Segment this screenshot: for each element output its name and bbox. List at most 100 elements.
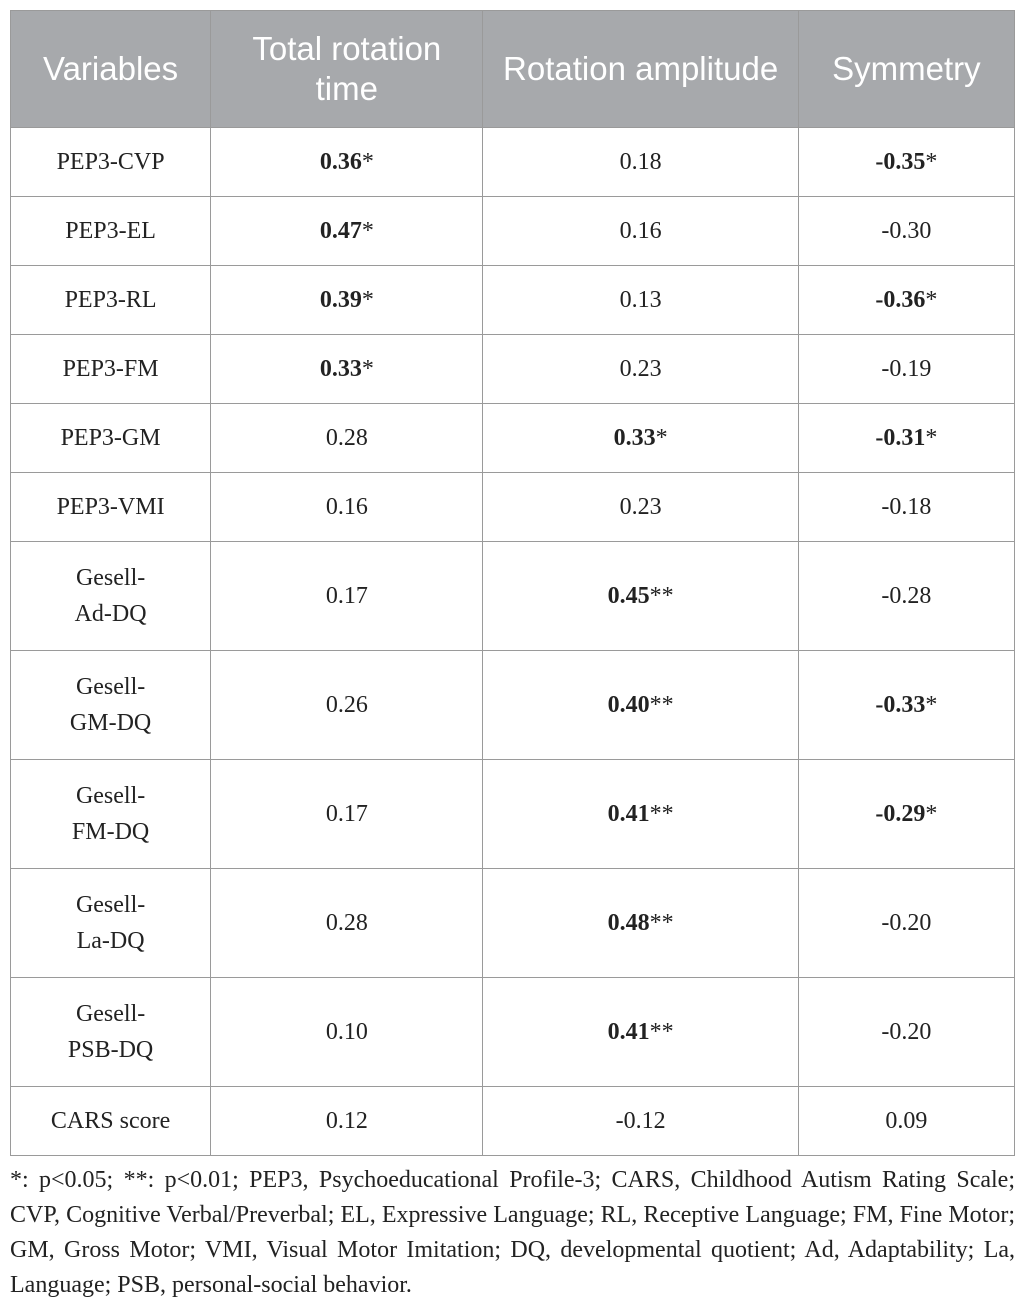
value-cell: -0.28 (797, 541, 1016, 651)
significance-marker: * (361, 218, 374, 244)
coefficient-value: 0.16 (619, 218, 662, 244)
value-cell: 0.17 (210, 541, 484, 651)
coefficient-value: -0.20 (881, 1019, 932, 1045)
variable-label-line: PEP3-FM (62, 356, 159, 382)
significance-marker: * (925, 801, 938, 827)
variable-cell: Gesell- La-DQ (9, 868, 212, 978)
coefficient-value: 0.16 (325, 494, 368, 520)
variable-cell: PEP3-CVP (9, 127, 212, 197)
header-row: Variables Total rotation time Rotation a… (9, 10, 1016, 128)
coefficient-value: 0.13 (619, 287, 662, 313)
table-row: PEP3-CVP 0.36* 0.18 -0.35* (9, 127, 1016, 197)
coefficient-value: -0.29 (875, 801, 926, 827)
coefficient-value: 0.39 (319, 287, 362, 313)
table-row: PEP3-EL 0.47* 0.16 -0.30 (9, 196, 1016, 266)
value-cell: -0.12 (482, 1086, 799, 1156)
value-cell: 0.09 (797, 1086, 1016, 1156)
coefficient-value: -0.19 (881, 356, 932, 382)
variable-label-line: CARS score (50, 1108, 171, 1134)
coefficient-value: 0.28 (325, 910, 368, 936)
value-cell: 0.33* (482, 403, 799, 473)
variable-cell: Gesell- FM-DQ (9, 759, 212, 869)
coefficient-value: 0.36 (319, 149, 362, 175)
coefficient-value: 0.23 (619, 356, 662, 382)
value-cell: 0.10 (210, 977, 484, 1087)
coefficient-value: 0.45 (607, 583, 650, 609)
variable-label-line: PEP3-EL (65, 218, 156, 244)
coefficient-value: -0.28 (881, 583, 932, 609)
significance-marker: ** (649, 692, 674, 718)
coefficient-value: 0.41 (607, 1019, 650, 1045)
coefficient-value: -0.20 (881, 910, 932, 936)
coefficient-value: 0.18 (619, 149, 662, 175)
value-cell: 0.39* (210, 265, 484, 335)
table-row: CARS score 0.12 -0.12 0.09 (9, 1086, 1016, 1156)
variable-label-line: PSB-DQ (67, 1037, 154, 1063)
value-cell: 0.40** (482, 650, 799, 760)
value-cell: 0.23 (482, 472, 799, 542)
value-cell: 0.28 (210, 868, 484, 978)
coefficient-value: 0.23 (619, 494, 662, 520)
value-cell: 0.47* (210, 196, 484, 266)
value-cell: 0.45** (482, 541, 799, 651)
variable-label-line: Gesell- (75, 565, 146, 591)
significance-marker: * (925, 692, 938, 718)
variable-cell: Gesell- Ad-DQ (9, 541, 212, 651)
value-cell: 0.13 (482, 265, 799, 335)
value-cell: 0.12 (210, 1086, 484, 1156)
variable-cell: PEP3-EL (9, 196, 212, 266)
variable-label-line: GM-DQ (69, 710, 152, 736)
value-cell: 0.36* (210, 127, 484, 197)
variable-cell: PEP3-GM (9, 403, 212, 473)
table-row: Gesell- FM-DQ 0.17 0.41** -0.29* (9, 759, 1016, 869)
coefficient-value: 0.17 (325, 583, 368, 609)
variable-cell: CARS score (9, 1086, 212, 1156)
value-cell: -0.19 (797, 334, 1016, 404)
table-row: Gesell- GM-DQ 0.26 0.40** -0.33* (9, 650, 1016, 760)
variable-label-line: Gesell- (75, 1001, 146, 1027)
variable-label-line: PEP3-RL (64, 287, 157, 313)
header-rotation-amplitude: Rotation amplitude (482, 10, 799, 128)
variable-label-line: PEP3-CVP (56, 149, 165, 175)
table-row: PEP3-VMI 0.16 0.23 -0.18 (9, 472, 1016, 542)
coefficient-value: -0.18 (881, 494, 932, 520)
coefficient-value: 0.26 (325, 692, 368, 718)
value-cell: -0.30 (797, 196, 1016, 266)
coefficient-value: 0.12 (325, 1108, 368, 1134)
variable-cell: Gesell- PSB-DQ (9, 977, 212, 1087)
header-symmetry: Symmetry (797, 10, 1016, 128)
variable-label-line: PEP3-VMI (56, 494, 165, 520)
table-row: PEP3-RL 0.39* 0.13 -0.36* (9, 265, 1016, 335)
coefficient-value: 0.17 (325, 801, 368, 827)
value-cell: -0.20 (797, 868, 1016, 978)
coefficient-value: -0.31 (875, 425, 926, 451)
value-cell: -0.29* (797, 759, 1016, 869)
correlation-table: Variables Total rotation time Rotation a… (9, 10, 1016, 1156)
coefficient-value: -0.35 (875, 149, 926, 175)
value-cell: 0.26 (210, 650, 484, 760)
coefficient-value: 0.10 (325, 1019, 368, 1045)
coefficient-value: 0.28 (325, 425, 368, 451)
variable-label-line: La-DQ (76, 928, 145, 954)
variable-label-line: Gesell- (75, 892, 146, 918)
value-cell: -0.36* (797, 265, 1016, 335)
variable-label-line: Gesell- (75, 783, 146, 809)
coefficient-value: 0.40 (607, 692, 650, 718)
coefficient-value: 0.48 (607, 910, 650, 936)
variable-label-line: Ad-DQ (74, 601, 147, 627)
value-cell: 0.16 (482, 196, 799, 266)
significance-marker: ** (649, 801, 674, 827)
coefficient-value: -0.30 (881, 218, 932, 244)
significance-marker: * (361, 287, 374, 313)
significance-marker: * (925, 425, 938, 451)
value-cell: 0.18 (482, 127, 799, 197)
variable-cell: PEP3-VMI (9, 472, 212, 542)
significance-marker: * (925, 149, 938, 175)
value-cell: 0.23 (482, 334, 799, 404)
coefficient-value: -0.36 (875, 287, 926, 313)
coefficient-value: 0.33 (319, 356, 362, 382)
coefficient-value: 0.33 (613, 425, 656, 451)
header-total-rotation-time: Total rotation time (210, 10, 484, 128)
significance-marker: * (655, 425, 668, 451)
value-cell: 0.16 (210, 472, 484, 542)
